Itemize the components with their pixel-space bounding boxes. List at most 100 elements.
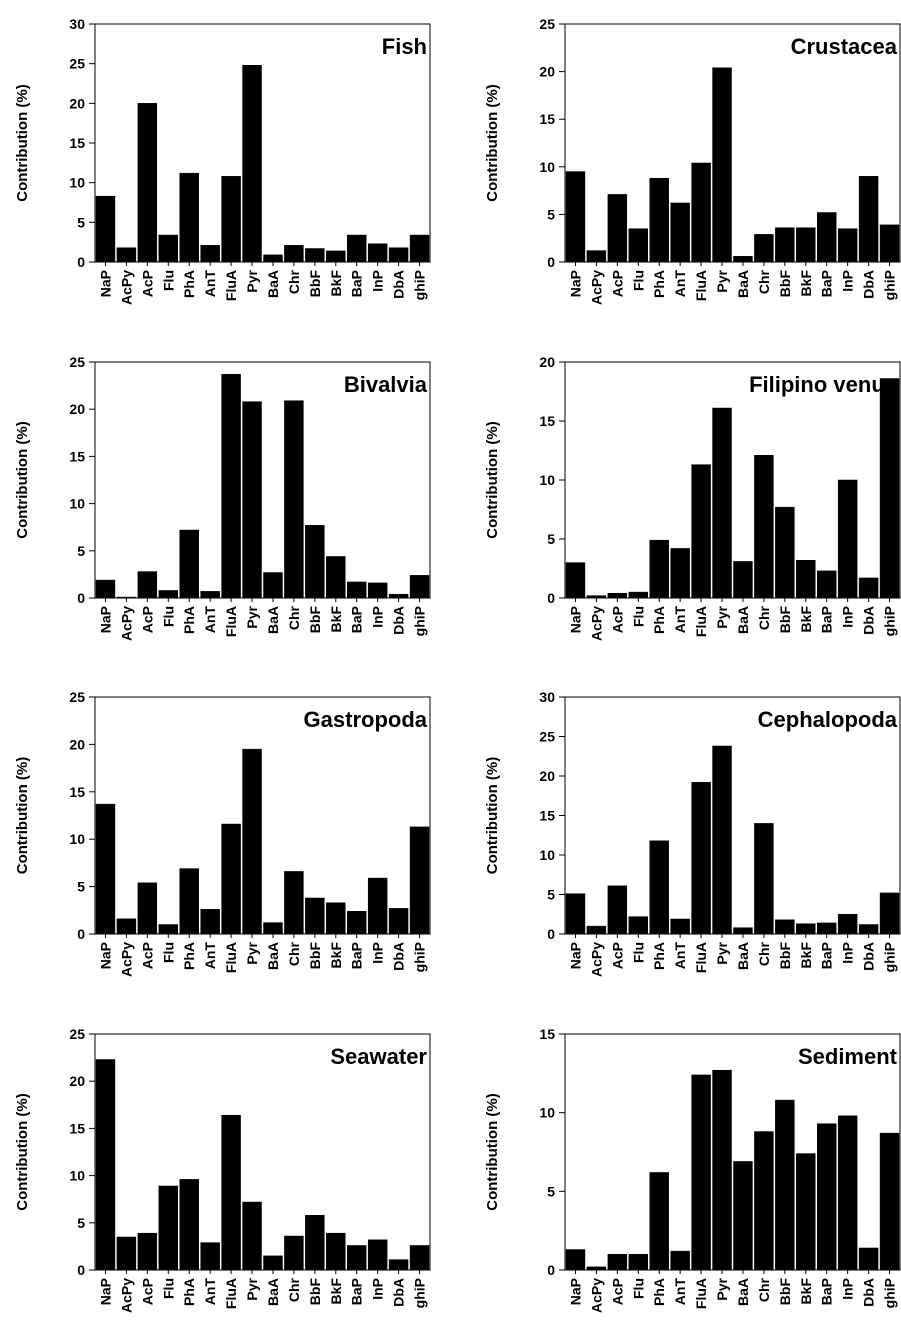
y-tick-label: 30 (539, 689, 555, 705)
bar-BaP (817, 1123, 837, 1271)
x-tick-label: InP (840, 606, 856, 628)
bar-FluA (691, 782, 711, 935)
x-tick-label: Chr (286, 1277, 302, 1302)
y-axis-title: Contribution (%) (484, 421, 501, 538)
bar-DbA (858, 1247, 879, 1271)
bar-AnT (670, 548, 690, 599)
x-tick-label: BbF (777, 1278, 793, 1306)
y-tick-label: 25 (69, 1026, 85, 1042)
bar-DbA (858, 924, 879, 935)
x-tick-label: Flu (160, 606, 176, 627)
bar-AnT (200, 1242, 220, 1271)
bar-BbF (305, 525, 325, 599)
x-tick-label: DbA (861, 270, 877, 299)
y-tick-label: 10 (69, 1168, 85, 1184)
panel-title: Cephalopoda (758, 707, 898, 732)
bar-BbF (305, 897, 325, 935)
bar-NaP (565, 171, 586, 263)
y-axis-title: Contribution (%) (484, 757, 501, 874)
x-tick-label: Pyr (244, 605, 260, 628)
y-tick-label: 0 (547, 590, 555, 606)
chart-panel-7: 0 5 10 15 20 25 Contribution (%) NaP AcPy AcP Flu P… (14, 1026, 431, 1313)
bar-BbF (775, 919, 795, 935)
x-tick-label: AnT (202, 270, 218, 298)
x-tick-label: InP (840, 942, 856, 964)
x-tick-label: AnT (672, 1278, 688, 1306)
x-tick-label: FluA (223, 606, 239, 637)
x-tick-label: Flu (160, 942, 176, 963)
x-tick-label: DbA (861, 942, 877, 971)
x-tick-label: AcP (609, 606, 625, 633)
bar-AcPy (116, 247, 137, 263)
bar-BaA (733, 561, 753, 599)
x-tick-label: BbF (777, 606, 793, 634)
bar-Flu (628, 591, 648, 599)
x-tick-label: Chr (286, 605, 302, 630)
plot-frame (94, 1033, 431, 1271)
bar-InP (837, 914, 858, 935)
x-tick-label: NaP (97, 942, 113, 969)
x-tick-label: Pyr (244, 269, 260, 292)
y-tick-label: 15 (69, 135, 85, 151)
bar-Flu (158, 924, 178, 935)
x-tick-label: NaP (97, 1278, 113, 1305)
x-tick-label: Chr (756, 269, 772, 294)
chart-panel-8: 0 5 10 15 Contribution (%) NaP AcPy AcP Flu PhA An… (484, 1026, 901, 1313)
bar-NaP (95, 579, 116, 599)
x-tick-label: DbA (861, 1278, 877, 1307)
x-tick-label: AcP (139, 270, 155, 297)
x-tick-label: Pyr (714, 605, 730, 628)
bar-BaA (263, 922, 283, 935)
y-tick-label: 10 (539, 847, 555, 863)
bar-Pyr (712, 407, 732, 599)
bar-FluA (691, 162, 711, 263)
x-tick-label: BaA (735, 270, 751, 298)
y-tick-label: 20 (69, 736, 85, 752)
y-tick-label: 5 (547, 1183, 555, 1199)
bar-DbA (858, 577, 879, 599)
bar-InP (367, 243, 388, 263)
bar-AnT (200, 909, 220, 935)
bar-PhA (179, 1179, 199, 1271)
bar-AcP (607, 194, 628, 263)
bar-BkF (796, 227, 816, 263)
x-tick-label: FluA (693, 270, 709, 301)
y-tick-label: 0 (547, 1262, 555, 1278)
x-tick-label: BaA (735, 1278, 751, 1306)
x-tick-label: BkF (798, 270, 814, 297)
x-tick-label: Flu (630, 942, 646, 963)
x-tick-label: Flu (630, 606, 646, 627)
x-tick-label: BaA (735, 606, 751, 634)
bar-DbA (858, 176, 879, 263)
x-tick-label: PhA (181, 1278, 197, 1306)
bar-FluA (691, 1074, 711, 1271)
x-tick-label: DbA (391, 606, 407, 635)
x-tick-label: NaP (567, 1278, 583, 1305)
x-tick-label: PhA (651, 270, 667, 298)
y-tick-label: 20 (539, 354, 555, 370)
x-tick-label: ghiP (412, 606, 428, 636)
y-tick-label: 25 (539, 729, 555, 745)
bar-Pyr (242, 65, 262, 263)
bar-AcPy (586, 1266, 607, 1271)
plot-frame (564, 1033, 901, 1271)
x-tick-label: BkF (798, 1278, 814, 1305)
x-tick-label: ghiP (882, 606, 898, 636)
x-tick-label: Flu (630, 270, 646, 291)
x-tick-label: BaP (819, 942, 835, 969)
bar-DbA (388, 1259, 409, 1271)
chart-panel-1: 0 5 10 15 20 25 30 Contribution (%) NaP AcPy AcP Fl… (14, 16, 431, 305)
y-tick-label: 5 (77, 214, 85, 230)
bar-BaA (733, 1161, 753, 1271)
x-tick-label: BaA (265, 270, 281, 298)
y-axis-title: Contribution (%) (14, 84, 31, 201)
x-tick-label: BkF (328, 942, 344, 969)
y-tick-label: 5 (547, 531, 555, 547)
bar-BkF (796, 1153, 816, 1271)
y-axis-title: Contribution (%) (14, 1093, 31, 1210)
bar-PhA (649, 539, 669, 599)
x-tick-label: FluA (223, 942, 239, 973)
bar-Chr (284, 245, 304, 263)
y-tick-label: 0 (77, 590, 85, 606)
